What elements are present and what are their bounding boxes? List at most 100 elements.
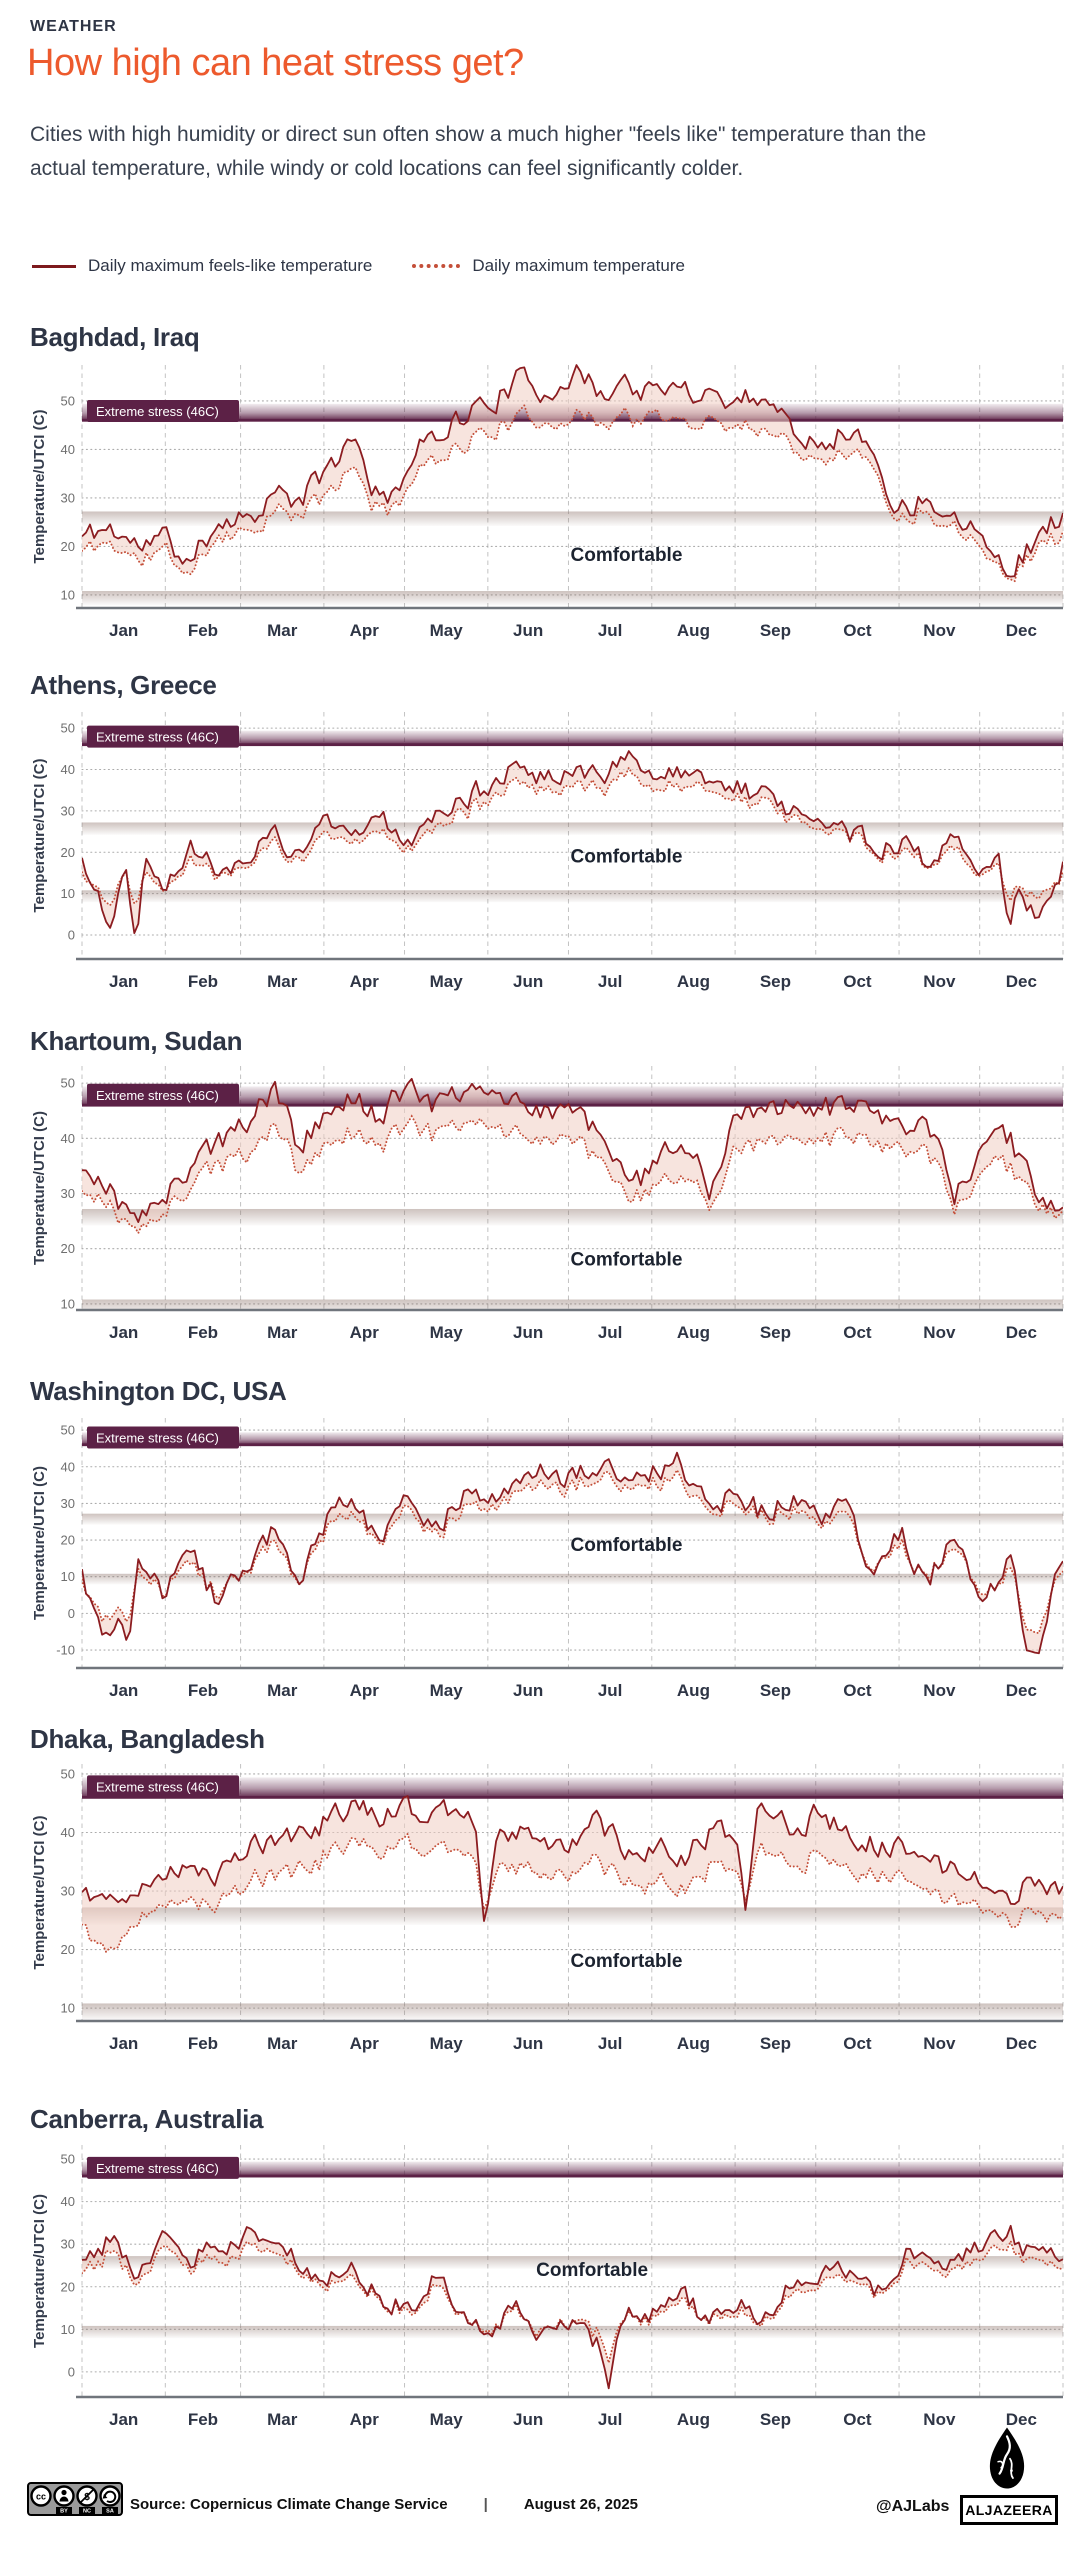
y-tick-label: 40 xyxy=(61,1825,75,1840)
extreme-stress-label: Extreme stress (46C) xyxy=(87,1083,239,1106)
between-lines-area xyxy=(82,1796,1063,1952)
month-label: Apr xyxy=(350,972,380,991)
month-label: May xyxy=(430,1323,464,1342)
kicker: WEATHER xyxy=(30,18,117,35)
comfortable-label: Comfortable xyxy=(571,1249,683,1270)
feels-like-temperature-line xyxy=(82,364,1063,578)
month-label: Dec xyxy=(1006,2034,1037,2053)
feels-like-temperature-line xyxy=(82,1077,1063,1223)
month-label: Jun xyxy=(513,972,543,991)
feels-like-temperature-line xyxy=(82,1451,1063,1655)
y-tick-label: 30 xyxy=(61,1186,75,1201)
footer-date: August 26, 2025 xyxy=(523,2496,639,2513)
y-tick-label: 40 xyxy=(61,1131,75,1146)
month-label: Mar xyxy=(267,2034,298,2053)
series-lines xyxy=(82,1451,1063,1655)
svg-text:SA: SA xyxy=(106,2509,114,2515)
month-label: Sep xyxy=(760,1323,791,1342)
svg-text:NC: NC xyxy=(83,2509,91,2515)
y-tick-label: 0 xyxy=(68,2364,75,2379)
between-lines-area xyxy=(82,2225,1063,2389)
chart-title: Canberra, Australia xyxy=(30,2104,264,2134)
y-axis-title: Temperature/UTCI (C) xyxy=(31,759,48,913)
source-text: Source: Copernicus Climate Change Servic… xyxy=(130,2496,448,2513)
y-axis-title: Temperature/UTCI (C) xyxy=(31,1816,48,1970)
svg-text:Extreme stress (46C): Extreme stress (46C) xyxy=(96,2161,219,2176)
month-label: Jul xyxy=(598,2034,623,2053)
comfortable-zone xyxy=(82,1513,1063,1585)
month-label: May xyxy=(430,621,464,640)
series-lines xyxy=(82,1795,1063,1954)
vertical-gridlines xyxy=(81,712,1064,959)
svg-text:Extreme stress (46C): Extreme stress (46C) xyxy=(96,730,219,745)
month-label: Mar xyxy=(267,972,298,991)
month-label: Aug xyxy=(677,972,710,991)
month-label: Dec xyxy=(1006,1681,1037,1700)
actual-temperature-line xyxy=(82,1467,1063,1635)
month-label: Sep xyxy=(760,2034,791,2053)
y-tick-label: 0 xyxy=(68,1606,75,1621)
chart-athens: 0 10 20 30 40 50 Extreme stress (46C) Comfortab… xyxy=(31,712,1064,991)
month-label: Apr xyxy=(350,1323,380,1342)
chart-title: Washington DC, USA xyxy=(30,1376,287,1406)
month-label: Dec xyxy=(1006,621,1037,640)
chart-washington-dc: -10 0 10 20 30 40 50 Extreme stress (46C) Comfor… xyxy=(31,1418,1064,1700)
chart-title: Baghdad, Iraq xyxy=(30,322,200,352)
series-lines xyxy=(82,364,1063,583)
y-tick-label: 20 xyxy=(61,539,75,554)
month-label: Sep xyxy=(760,2410,791,2429)
y-axis-title: Temperature/UTCI (C) xyxy=(31,410,48,564)
month-label: Feb xyxy=(188,1681,218,1700)
month-label: Dec xyxy=(1006,972,1037,991)
month-label: Oct xyxy=(843,972,872,991)
y-tick-label: 10 xyxy=(61,1296,75,1311)
month-label: Jan xyxy=(109,2034,138,2053)
between-lines-area xyxy=(82,751,1063,934)
comfortable-zone xyxy=(82,1907,1063,2021)
series-lines xyxy=(82,1077,1063,1236)
month-label: Mar xyxy=(267,1323,298,1342)
y-tick-label: 50 xyxy=(61,721,75,736)
page-subtitle: Cities with high humidity or direct sun … xyxy=(30,123,927,180)
x-tick-labels: Jan Feb Mar Apr May Jun Jul Aug Sep Oct Nov Dec xyxy=(109,1681,1037,1700)
month-label: Nov xyxy=(923,2034,956,2053)
month-label: Jan xyxy=(109,621,138,640)
y-tick-label: 20 xyxy=(61,1942,75,1957)
y-tick-label: 20 xyxy=(61,845,75,860)
series-lines xyxy=(82,2224,1063,2390)
footer-divider: | xyxy=(483,2496,488,2513)
feels-like-temperature-line xyxy=(82,2224,1063,2390)
y-tick-label: 20 xyxy=(61,1533,75,1548)
svg-text:$: $ xyxy=(84,2492,90,2503)
svg-text:Extreme stress (46C): Extreme stress (46C) xyxy=(96,1779,219,1794)
month-label: Feb xyxy=(188,1323,218,1342)
y-tick-label: 0 xyxy=(68,928,75,943)
month-label: May xyxy=(430,2034,464,2053)
month-label: Dec xyxy=(1006,1323,1037,1342)
comfortable-label: Comfortable xyxy=(571,1535,683,1556)
legend-item-actual: Daily maximum temperature xyxy=(412,256,685,276)
month-label: Mar xyxy=(267,1681,298,1700)
cc-license-badge-icon: cc $ BY NC SA xyxy=(27,2482,123,2516)
svg-text:BY: BY xyxy=(60,2509,68,2515)
comfortable-label: Comfortable xyxy=(571,545,683,566)
legend-label-feels-like: Daily maximum feels-like temperature xyxy=(88,256,373,275)
month-label: Jul xyxy=(598,621,623,640)
y-tick-label: 10 xyxy=(61,1569,75,1584)
extreme-stress-band xyxy=(82,1777,1063,1799)
month-label: Aug xyxy=(677,2034,710,2053)
extreme-stress-label: Extreme stress (46C) xyxy=(87,1426,239,1449)
between-lines-area xyxy=(82,1078,1063,1234)
month-label: Sep xyxy=(760,972,791,991)
month-label: Mar xyxy=(267,2410,298,2429)
actual-temperature-line xyxy=(82,765,1063,907)
extreme-stress-band xyxy=(82,2161,1063,2178)
month-label: Jul xyxy=(598,1323,623,1342)
month-label: Aug xyxy=(677,1681,710,1700)
horizontal-gridlines: 10 20 30 40 50 xyxy=(61,393,1064,602)
extreme-stress-label: Extreme stress (46C) xyxy=(87,1775,239,1798)
solid-line-swatch-icon xyxy=(32,264,76,268)
comfortable-zone xyxy=(82,1208,1063,1311)
month-label: Jun xyxy=(513,621,543,640)
